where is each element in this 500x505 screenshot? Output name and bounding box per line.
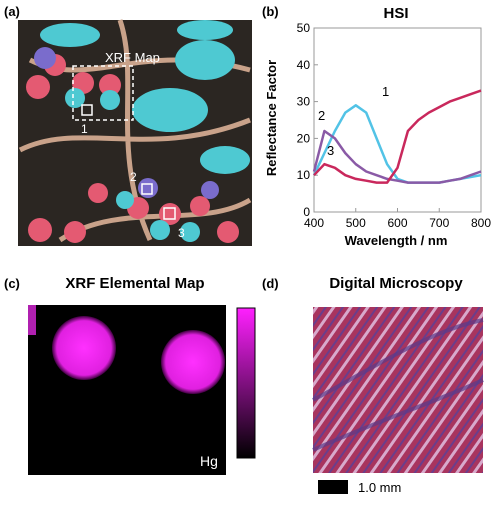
panel-label: (a) xyxy=(4,4,20,19)
x-axis-label: Wavelength / nm xyxy=(345,233,448,248)
panel-label: (c) xyxy=(4,276,20,291)
x-tick-label: 700 xyxy=(429,216,449,230)
xrf-map xyxy=(28,305,256,475)
chart-title: HSI xyxy=(383,5,408,22)
series-label: 3 xyxy=(327,143,334,158)
panel-title: XRF Elemental Map xyxy=(65,275,204,292)
y-axis-label: Reflectance Factor xyxy=(264,60,279,176)
x-tick-label: 800 xyxy=(471,216,491,230)
element-label: Hg xyxy=(200,453,218,469)
x-tick-label: 500 xyxy=(346,216,366,230)
series-label: 2 xyxy=(318,108,325,123)
annotation: XRF Map xyxy=(105,50,160,65)
annotation: 3 xyxy=(178,226,185,240)
y-tick-label: 50 xyxy=(297,21,311,35)
series-line xyxy=(312,129,482,184)
series-label: 1 xyxy=(382,84,389,99)
plot-frame xyxy=(313,27,482,213)
panel-title: Digital Microscopy xyxy=(329,275,463,292)
x-tick-label: 400 xyxy=(304,216,324,230)
panel-label: (d) xyxy=(262,276,279,291)
x-tick-label: 600 xyxy=(387,216,407,230)
microscopy-image xyxy=(312,307,484,494)
y-tick-label: 30 xyxy=(297,95,311,109)
scale-bar-label: 1.0 mm xyxy=(358,480,401,495)
y-tick-label: 20 xyxy=(297,131,311,145)
annotation: 1 xyxy=(81,122,88,136)
series-line xyxy=(313,89,482,184)
annotation: 2 xyxy=(130,170,137,184)
plot: 0 10 20 30 40 50 400 500 600 700 800 xyxy=(297,21,492,230)
panel-label: (b) xyxy=(262,4,279,19)
y-tick-label: 40 xyxy=(297,58,311,72)
fabric-image xyxy=(18,19,252,246)
y-tick-label: 0 xyxy=(303,205,310,219)
y-tick-label: 10 xyxy=(297,168,311,182)
